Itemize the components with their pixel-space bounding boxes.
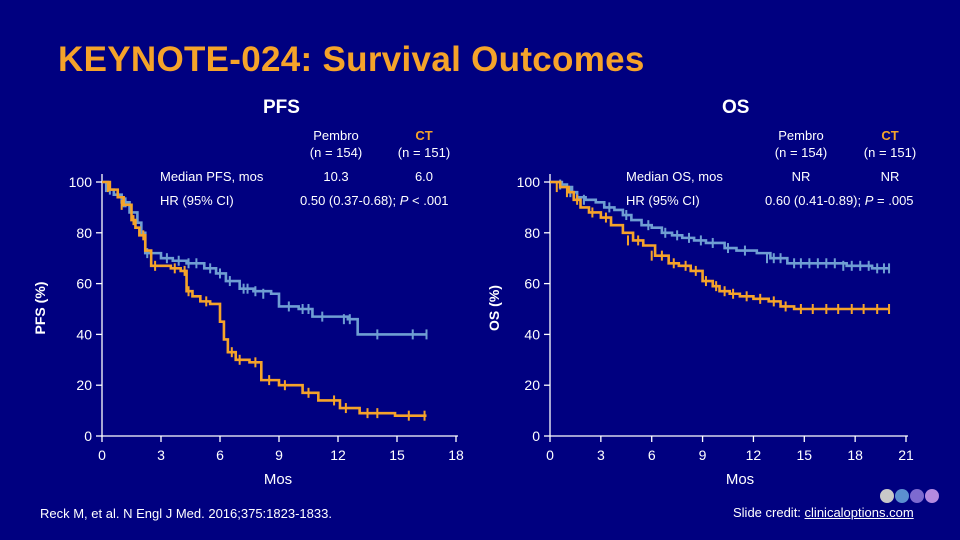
pfs-ct-curve: [102, 180, 427, 417]
pfs-col-ct-n: (n = 151): [397, 145, 451, 160]
os-y-tick-label: 80: [524, 225, 540, 241]
pfs-x-tick-label: 15: [389, 447, 405, 463]
pfs-x-axis-title: Mos: [264, 471, 292, 488]
os-y-tick-label: 20: [524, 377, 540, 393]
os-col-pembro: Pembro (n = 154): [755, 127, 847, 161]
logo-dot-4: [925, 489, 939, 503]
pfs-y-tick-label: 100: [69, 174, 93, 190]
pfs-col-pembro-name: Pembro: [313, 128, 359, 143]
os-y-tick-label: 100: [517, 174, 541, 190]
pfs-hr-p-value: < .001: [408, 193, 449, 208]
os-x-tick-label: 15: [796, 447, 812, 463]
pfs-panel-title: PFS: [263, 97, 300, 118]
pfs-chart: 0 20 40 60 80 100 0 3 6 9 12 15 18 Mos: [69, 174, 464, 488]
os-x-tick-label: 21: [898, 447, 914, 463]
os-x-tick-label: 6: [648, 447, 656, 463]
reference-citation: Reck M, et al. N Engl J Med. 2016;375:18…: [40, 506, 332, 521]
pfs-y-tick-label: 40: [76, 326, 92, 342]
os-col-pembro-n: (n = 154): [774, 145, 828, 160]
pfs-median-label: Median PFS, mos: [160, 169, 264, 184]
os-hr-p-value: = .005: [873, 193, 914, 208]
os-median-label: Median OS, mos: [626, 169, 723, 184]
pfs-hr-label: HR (95% CI): [160, 193, 234, 208]
pfs-hr-p-symbol: P: [399, 193, 409, 208]
os-pembro-curve: [550, 180, 890, 270]
os-x-tick-label: 18: [847, 447, 863, 463]
slide-credit-label: Slide credit:: [733, 505, 805, 520]
slide-credit: Slide credit: clinicaloptions.com: [733, 505, 914, 520]
os-hr-ci: 0.60 (0.41-0.89);: [765, 193, 865, 208]
os-col-ct-n: (n = 151): [863, 145, 917, 160]
pfs-hr-ci: 0.50 (0.37-0.68);: [300, 193, 400, 208]
pfs-col-ct-name: CT: [415, 128, 433, 143]
pfs-y-tick-label: 20: [76, 377, 92, 393]
pfs-col-pembro: Pembro (n = 154): [290, 127, 382, 161]
logo-dot-2: [895, 489, 909, 503]
pfs-median-ct: 6.0: [414, 169, 434, 184]
os-ct-curve: [550, 180, 890, 311]
pfs-y-tick-label: 60: [76, 276, 92, 292]
os-hr-p-symbol: P: [864, 193, 874, 208]
os-x-axis-title: Mos: [726, 471, 754, 488]
pfs-x-tick-label: 6: [216, 447, 224, 463]
os-panel-title: OS: [722, 97, 750, 118]
os-x-tick-label: 9: [699, 447, 707, 463]
os-col-pembro-name: Pembro: [778, 128, 824, 143]
os-col-ct-name: CT: [881, 128, 899, 143]
pfs-y-tick-label: 80: [76, 225, 92, 241]
pfs-x-tick-label: 9: [275, 447, 283, 463]
logo-dot-1: [880, 489, 894, 503]
os-y-tick-label: 40: [524, 326, 540, 342]
cco-logo: [880, 489, 939, 503]
pfs-x-tick-label: 18: [448, 447, 464, 463]
pfs-hr-value: 0.50 (0.37-0.68); P < .001: [300, 193, 449, 208]
pfs-x-tick-label: 0: [98, 447, 106, 463]
logo-dot-3: [910, 489, 924, 503]
os-median-pembro: NR: [791, 169, 811, 184]
os-hr-label: HR (95% CI): [626, 193, 700, 208]
slide-title: KEYNOTE-024: Survival Outcomes: [58, 40, 645, 79]
os-x-tick-label: 12: [746, 447, 762, 463]
os-x-tick-label: 3: [597, 447, 605, 463]
pfs-col-ct: CT (n = 151): [378, 127, 470, 161]
pfs-x-tick-label: 3: [157, 447, 165, 463]
os-hr-value: 0.60 (0.41-0.89); P = .005: [765, 193, 914, 208]
os-x-tick-label: 0: [546, 447, 554, 463]
slide-credit-link[interactable]: clinicaloptions.com: [804, 505, 914, 520]
os-col-ct: CT (n = 151): [844, 127, 936, 161]
os-median-ct: NR: [880, 169, 900, 184]
pfs-y-tick-label: 0: [84, 428, 92, 444]
pfs-median-pembro: 10.3: [323, 169, 349, 184]
os-y-tick-label: 0: [532, 428, 540, 444]
os-chart: 0 20 40 60 80 100 0 3 6 9 12 15 18 21 Mos: [517, 174, 914, 488]
os-y-tick-label: 60: [524, 276, 540, 292]
pfs-x-tick-label: 12: [330, 447, 346, 463]
pfs-col-pembro-n: (n = 154): [309, 145, 363, 160]
